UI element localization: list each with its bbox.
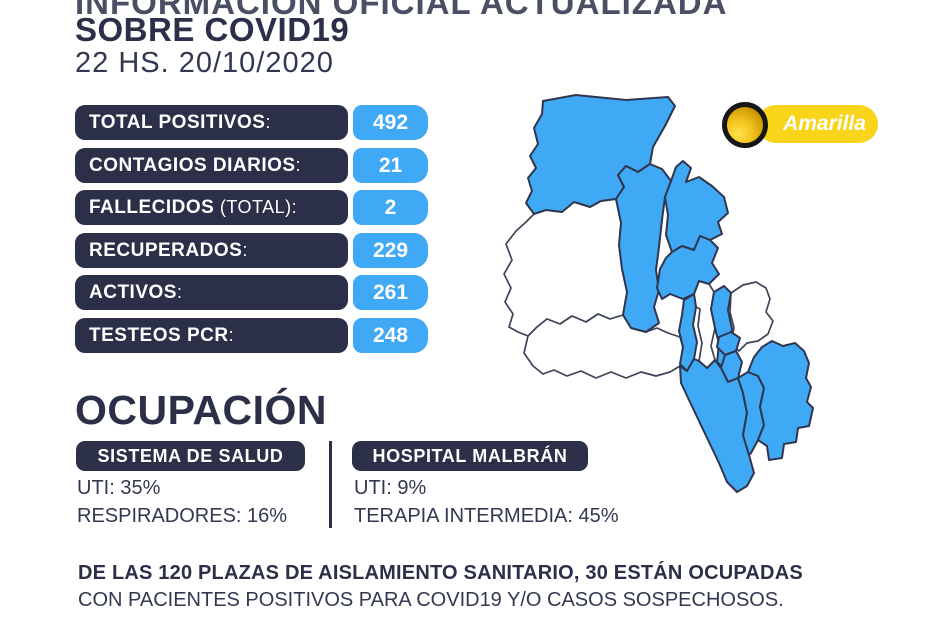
stat-value: 229 xyxy=(353,232,428,268)
map-region-andalgala xyxy=(656,235,720,300)
stat-label: ACTIVOS: xyxy=(75,275,348,310)
stat-label: TESTEOS PCR: xyxy=(75,317,348,353)
stat-value: 492 xyxy=(353,105,428,140)
stat-value: 261 xyxy=(353,275,428,310)
header-datetime: 22 HS. 20/10/2020 xyxy=(75,47,334,79)
phase-badge: Amarilla xyxy=(757,105,878,143)
map-region-poman xyxy=(523,313,685,379)
stat-value: 248 xyxy=(353,317,428,353)
map-region-santa-maria xyxy=(664,160,729,253)
stat-row-fallecidos: FALLECIDOS (TOTAL): 2 xyxy=(75,190,428,225)
occupation-header-hospital-malbran: HOSPITAL MALBRÁN xyxy=(352,441,588,471)
stat-label: RECUPERADOS: xyxy=(75,232,348,268)
map-region-white-strip xyxy=(693,280,716,369)
stat-row-recuperados: RECUPERADOS: 229 xyxy=(75,232,428,268)
occupation-title: OCUPACIÓN xyxy=(75,387,328,433)
footer-regular-line: CON PACIENTES POSITIVOS PARA COVID19 Y/O… xyxy=(78,589,784,611)
stat-label: TOTAL POSITIVOS: xyxy=(75,105,348,140)
stat-label: FALLECIDOS (TOTAL): xyxy=(75,190,348,225)
yellow-phase-icon xyxy=(722,102,768,148)
occupation-line-respiradores: RESPIRADORES: 16% xyxy=(77,505,288,527)
stat-value: 21 xyxy=(353,147,428,183)
occupation-line-uti-sistema: UTI: 35% xyxy=(77,477,161,499)
footer-bold-line: DE LAS 120 PLAZAS DE AISLAMIENTO SANITAR… xyxy=(78,562,803,584)
stats-panel: TOTAL POSITIVOS: 492 CONTAGIOS DIARIOS: … xyxy=(75,105,428,353)
map-region-tinogasta xyxy=(503,198,628,337)
stat-value: 2 xyxy=(353,190,428,225)
stat-row-total-positivos: TOTAL POSITIVOS: 492 xyxy=(75,105,428,140)
stat-row-activos: ACTIVOS: 261 xyxy=(75,275,428,310)
stat-row-testeos-pcr: TESTEOS PCR: 248 xyxy=(75,317,428,353)
occupation-line-uti-malbran: UTI: 9% xyxy=(354,477,427,499)
header-line1-clipped: INFORMACIÓN OFICIAL ACTUALIZADA xyxy=(75,0,728,21)
province-map xyxy=(503,94,814,493)
stat-label: CONTAGIOS DIARIOS: xyxy=(75,147,348,183)
header-title: SOBRE COVID19 xyxy=(75,11,350,48)
map-region-antofagasta xyxy=(525,94,676,215)
occupation-header-sistema-de-salud: SISTEMA DE SALUD xyxy=(76,441,305,471)
occupation-divider xyxy=(329,441,332,528)
occupation-line-terapia-intermedia: TERAPIA INTERMEDIA: 45% xyxy=(354,505,619,527)
map-region-belen xyxy=(615,163,672,333)
map-region-la-paz xyxy=(747,340,814,461)
stat-row-contagios-diarios: CONTAGIOS DIARIOS: 21 xyxy=(75,147,428,183)
